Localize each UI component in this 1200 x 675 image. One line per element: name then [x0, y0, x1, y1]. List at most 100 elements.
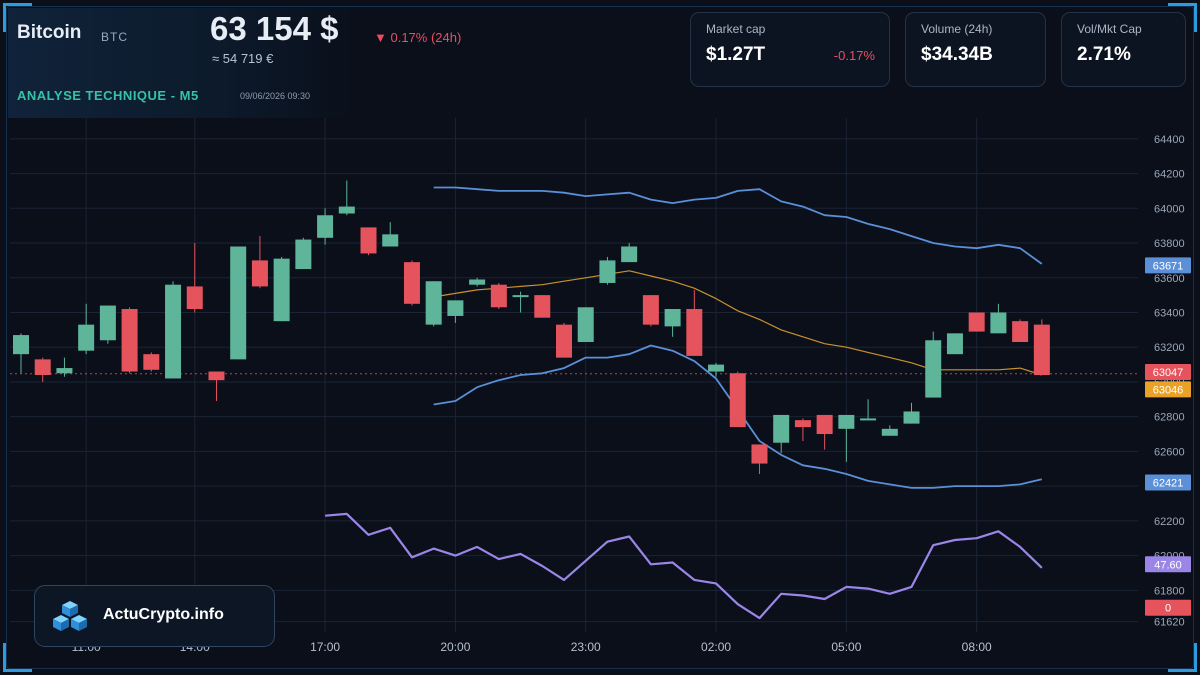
candle-body-down: [816, 414, 833, 435]
brand-name: ActuCrypto.info: [103, 606, 224, 623]
y-tick-label: 64200: [1154, 169, 1185, 181]
y-tick-label: 61620: [1154, 617, 1185, 629]
market-cap-card: Market cap $1.27T -0.17%: [690, 12, 890, 87]
candle-body-down: [642, 295, 659, 325]
candle-body-up: [577, 307, 594, 343]
candle-body-up: [708, 364, 725, 372]
candle-body-up: [469, 279, 486, 285]
candle-body-up: [317, 215, 334, 238]
vol-mkt-cap-label: Vol/Mkt Cap: [1077, 22, 1142, 36]
candle-body-up: [664, 309, 681, 327]
candle-body-down: [968, 312, 985, 332]
frame-corner-bottom-right: [1168, 643, 1197, 672]
candle-body-down: [143, 354, 160, 370]
frame-corner-top-left: [3, 3, 32, 32]
candle-body-up: [295, 239, 312, 270]
candle-body-up: [990, 312, 1007, 334]
candle-body-down: [794, 420, 811, 428]
volume-label: Volume (24h): [921, 22, 993, 36]
y-tick-label: 62600: [1154, 446, 1185, 458]
candle-body-up: [512, 295, 529, 298]
price-tag-label: 63671: [1153, 260, 1184, 272]
candle-body-up: [621, 246, 638, 263]
y-tick-label: 64400: [1154, 134, 1185, 146]
price-tag-label: 47.60: [1154, 559, 1182, 571]
asset-ticker: BTC: [101, 30, 128, 44]
moving-average-line: [433, 270, 1042, 376]
y-tick-label: 63600: [1154, 273, 1185, 285]
x-tick-label: 05:00: [831, 640, 861, 654]
x-tick-label: 20:00: [440, 640, 470, 654]
current-price: 63 154 $: [210, 10, 339, 47]
candle-body-up: [946, 333, 963, 355]
candle-body-down: [186, 286, 203, 310]
candle-body-down: [751, 444, 768, 464]
volume-value: $34.34B: [921, 44, 993, 65]
candle-body-down: [729, 373, 746, 428]
candle-body-up: [99, 305, 116, 341]
vol-mkt-cap-card: Vol/Mkt Cap 2.71%: [1061, 12, 1186, 87]
candle-body-up: [78, 324, 95, 351]
price-tag: [1145, 364, 1191, 381]
candle-body-up: [447, 300, 464, 316]
y-tick-label: 61800: [1154, 585, 1185, 597]
x-tick-label: 08:00: [962, 640, 992, 654]
chart-frame: [6, 6, 1194, 669]
candle-body-up: [838, 414, 855, 429]
price-tag: [1145, 257, 1191, 274]
cube-logo-icon: [53, 601, 87, 631]
y-tick-label: 64000: [1154, 203, 1185, 215]
price-tag: [1145, 474, 1191, 491]
price-tag: [1145, 556, 1191, 573]
candle-body-up: [165, 284, 182, 379]
candle-body-down: [403, 262, 420, 304]
y-tick-label: 63400: [1154, 307, 1185, 319]
candle-body-up: [382, 234, 399, 247]
market-cap-change: -0.17%: [833, 48, 875, 63]
candle-body-down: [534, 295, 551, 318]
header-background: [8, 8, 360, 118]
asset-title: Bitcoin: [17, 22, 82, 43]
frame-corner-top-right: [1168, 3, 1197, 32]
candle-body-down: [1012, 321, 1029, 343]
price-tag: [1145, 381, 1191, 398]
price-tag-label: 63047: [1153, 367, 1184, 379]
candle-body-down: [121, 309, 138, 372]
candle-body-up: [273, 258, 290, 322]
price-tag-label: 62421: [1153, 477, 1184, 489]
candle-body-up: [881, 428, 898, 436]
analysis-datetime: 09/06/2026 09:30: [240, 91, 311, 101]
candle-body-down: [1033, 324, 1050, 375]
candle-body-up: [230, 246, 247, 360]
brand-logo: ActuCrypto.info: [34, 585, 275, 647]
x-tick-label: 17:00: [310, 640, 340, 654]
bollinger-upper-band: [433, 186, 1043, 265]
vol-mkt-cap-value: 2.71%: [1077, 44, 1131, 65]
frame-corner-bottom-left: [3, 643, 32, 672]
candle-body-up: [338, 206, 355, 214]
y-tick-label: 62200: [1154, 516, 1185, 528]
rsi-line: [325, 512, 1043, 620]
candle-body-up: [925, 340, 942, 398]
price-change-24h: ▼ 0.17% (24h): [374, 30, 462, 45]
market-cap-label: Market cap: [706, 22, 766, 36]
candle-body-up: [425, 281, 442, 325]
candle-body-down: [686, 309, 703, 356]
y-tick-label: 62800: [1154, 412, 1185, 424]
candle-body-down: [556, 324, 572, 358]
price-eur: ≈ 54 719 €: [212, 51, 274, 66]
candle-body-down: [34, 359, 51, 375]
candle-body-down: [490, 284, 507, 308]
x-tick-label: 02:00: [701, 640, 731, 654]
candle-body-down: [360, 227, 377, 254]
y-tick-label: 63200: [1154, 342, 1185, 354]
candle-body-up: [860, 418, 877, 421]
candle-body-up: [56, 368, 73, 374]
price-tag-label: 63046: [1153, 384, 1184, 396]
candle-body-up: [773, 414, 790, 443]
y-tick-label: 63800: [1154, 238, 1185, 250]
price-tag: [1145, 599, 1191, 616]
analysis-label: ANALYSE TECHNIQUE - M5: [17, 88, 199, 103]
candle-body-up: [13, 335, 29, 355]
